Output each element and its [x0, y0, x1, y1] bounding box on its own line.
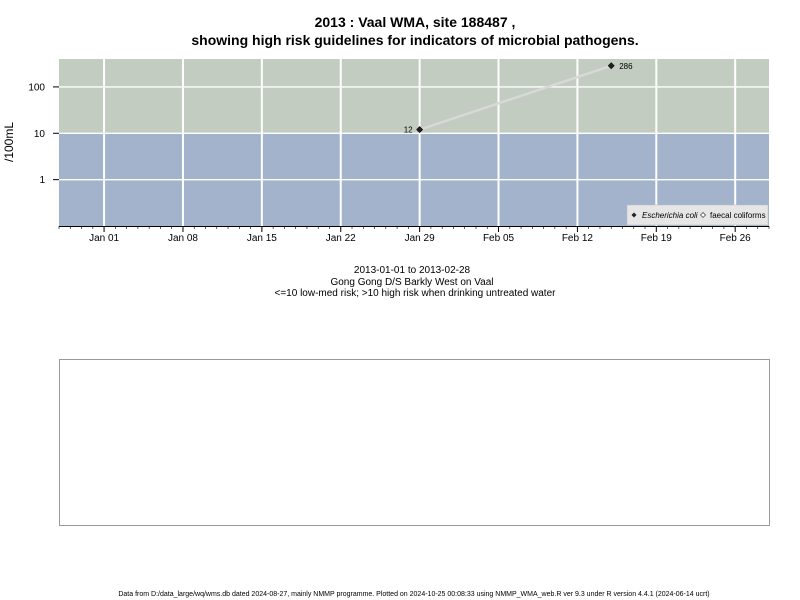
y-tick-label: 10 — [34, 129, 46, 140]
grid-lines — [59, 59, 769, 226]
data-point — [416, 126, 424, 134]
legend-box — [626, 204, 769, 226]
x-axis: Jan 01 Jan 08 Jan 15 Jan 22 Jan 29 Feb 05 Feb … — [58, 226, 770, 244]
x-tick-label: Feb 12 — [562, 233, 594, 244]
x-tick-label: Jan 29 — [405, 233, 435, 244]
series-line — [419, 64, 612, 131]
chart-title-line2: showing high risk guidelines for indicat… — [191, 32, 638, 48]
data-label: 12 — [404, 126, 413, 135]
y-axis: 1 10 100 — [28, 82, 59, 186]
x-tick-label: Jan 01 — [89, 233, 119, 244]
chart-title-line1: 2013 : Vaal WMA, site 188487 , — [315, 14, 516, 30]
y-tick-label: 1 — [39, 175, 45, 186]
x-tick-label: Jan 15 — [247, 233, 277, 244]
x-tick-label: Jan 22 — [326, 233, 356, 244]
data-point — [607, 62, 615, 70]
legend-marker-e-coli — [631, 212, 637, 218]
series-layer: 12 286 — [404, 62, 633, 135]
legend-label-faecal-coliforms: faecal coliforms — [710, 211, 766, 220]
legend: Escherichia coli faecal coliforms — [626, 204, 769, 226]
empty-lower-panel — [59, 359, 770, 526]
date-range-text: 2013-01-01 to 2013-02-28 — [354, 265, 471, 276]
plot-area: 12 286 Escherichia coli faecal coliforms — [59, 59, 769, 226]
y-axis-label: /100mL — [2, 122, 16, 162]
data-label: 286 — [619, 62, 633, 71]
legend-label-e-coli: Escherichia coli — [642, 211, 698, 220]
site-description-text: Gong Gong D/S Barkly West on Vaal — [330, 277, 493, 288]
x-tick-label: Feb 05 — [483, 233, 515, 244]
x-tick-label: Jan 08 — [168, 233, 198, 244]
legend-marker-faecal-coliforms — [700, 212, 706, 218]
risk-note-text: <=10 low-med risk; >10 high risk when dr… — [275, 288, 557, 299]
footer-note: Data from D:/data_large/wq/wms.db dated … — [118, 591, 709, 598]
x-tick-label: Feb 19 — [641, 233, 673, 244]
y-tick-label: 100 — [28, 82, 45, 93]
x-tick-label: Feb 26 — [720, 233, 752, 244]
high-risk-band — [59, 59, 769, 134]
